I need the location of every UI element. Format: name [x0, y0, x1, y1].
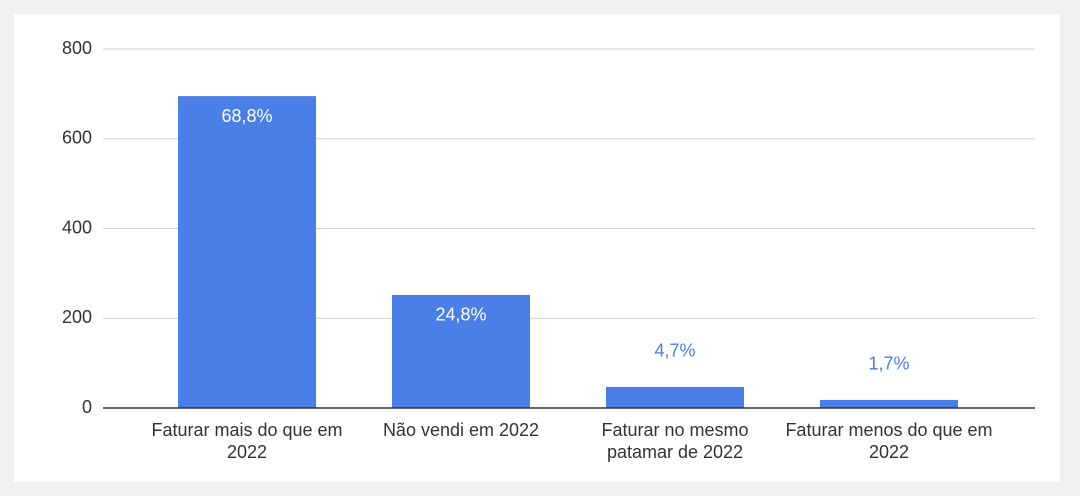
x-tick-label: Faturar menos do que em 2022 — [785, 420, 993, 462]
x-tick-label: Faturar mais do que em 2022 — [151, 420, 343, 462]
x-tick-label: Faturar no mesmo patamar de 2022 — [601, 420, 749, 462]
bar — [178, 96, 316, 409]
data-label: 1,7% — [868, 354, 909, 374]
data-label: 68,8% — [221, 106, 272, 126]
data-label: 24,8% — [435, 305, 486, 325]
x-tick-label: Não vendi em 2022 — [382, 420, 540, 440]
bar — [820, 399, 958, 408]
y-tick-label: 400 — [62, 217, 92, 237]
y-tick-label: 600 — [62, 128, 92, 148]
data-label: 4,7% — [654, 341, 695, 361]
y-tick-label: 800 — [62, 38, 92, 58]
bar — [392, 294, 530, 408]
y-tick-label: 200 — [62, 307, 92, 327]
y-tick-label: 0 — [82, 397, 92, 417]
bar — [606, 386, 744, 408]
